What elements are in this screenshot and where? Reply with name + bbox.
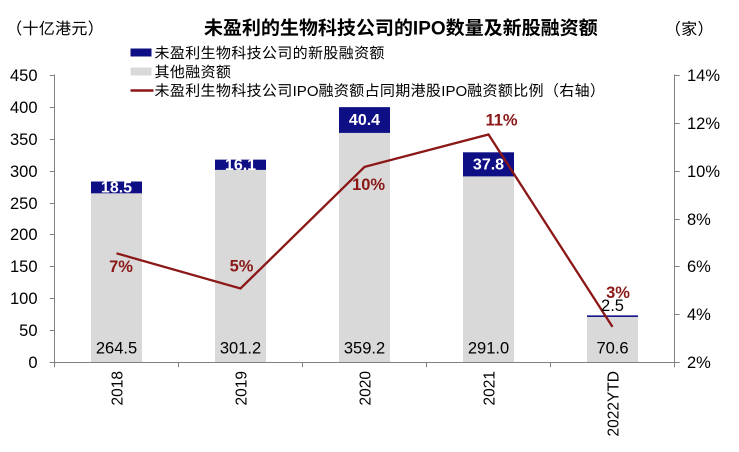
svg-text:300: 300: [10, 163, 38, 181]
svg-text:70.6: 70.6: [596, 340, 628, 358]
svg-text:264.5: 264.5: [96, 340, 137, 358]
svg-text:10%: 10%: [352, 176, 385, 194]
svg-text:291.0: 291.0: [468, 340, 509, 358]
svg-text:450: 450: [10, 67, 38, 85]
svg-text:10%: 10%: [687, 163, 720, 181]
svg-text:5%: 5%: [230, 258, 254, 276]
svg-text:37.8: 37.8: [473, 157, 504, 174]
svg-text:4%: 4%: [687, 306, 711, 324]
svg-text:359.2: 359.2: [344, 340, 385, 358]
svg-text:7%: 7%: [109, 258, 133, 276]
svg-text:6%: 6%: [687, 258, 711, 276]
svg-text:3%: 3%: [606, 284, 630, 302]
svg-text:18.5: 18.5: [101, 180, 132, 197]
svg-text:301.2: 301.2: [220, 340, 261, 358]
svg-text:0: 0: [28, 354, 37, 372]
svg-text:14%: 14%: [687, 67, 720, 85]
svg-text:50: 50: [19, 322, 37, 340]
svg-text:IPO: IPO: [441, 83, 467, 100]
svg-text:200: 200: [10, 226, 38, 244]
svg-text:8%: 8%: [687, 211, 711, 229]
svg-text:100: 100: [10, 290, 38, 308]
svg-text:400: 400: [10, 99, 38, 117]
svg-text:2.5: 2.5: [601, 297, 624, 315]
svg-text:2021: 2021: [482, 371, 499, 405]
svg-text:2020: 2020: [358, 371, 375, 406]
svg-text:11%: 11%: [485, 112, 517, 130]
svg-text:350: 350: [10, 131, 38, 149]
svg-text:2022YTD: 2022YTD: [606, 371, 623, 436]
svg-text:16.1: 16.1: [225, 157, 256, 174]
svg-text:2%: 2%: [687, 354, 711, 372]
svg-text:40.4: 40.4: [349, 112, 380, 129]
svg-text:2018: 2018: [110, 371, 127, 405]
svg-text:150: 150: [10, 258, 38, 276]
svg-text:IPO: IPO: [413, 19, 446, 40]
svg-text:IPO: IPO: [293, 83, 319, 100]
svg-text:2019: 2019: [234, 371, 251, 405]
svg-text:12%: 12%: [687, 115, 720, 133]
svg-text:250: 250: [10, 195, 38, 213]
